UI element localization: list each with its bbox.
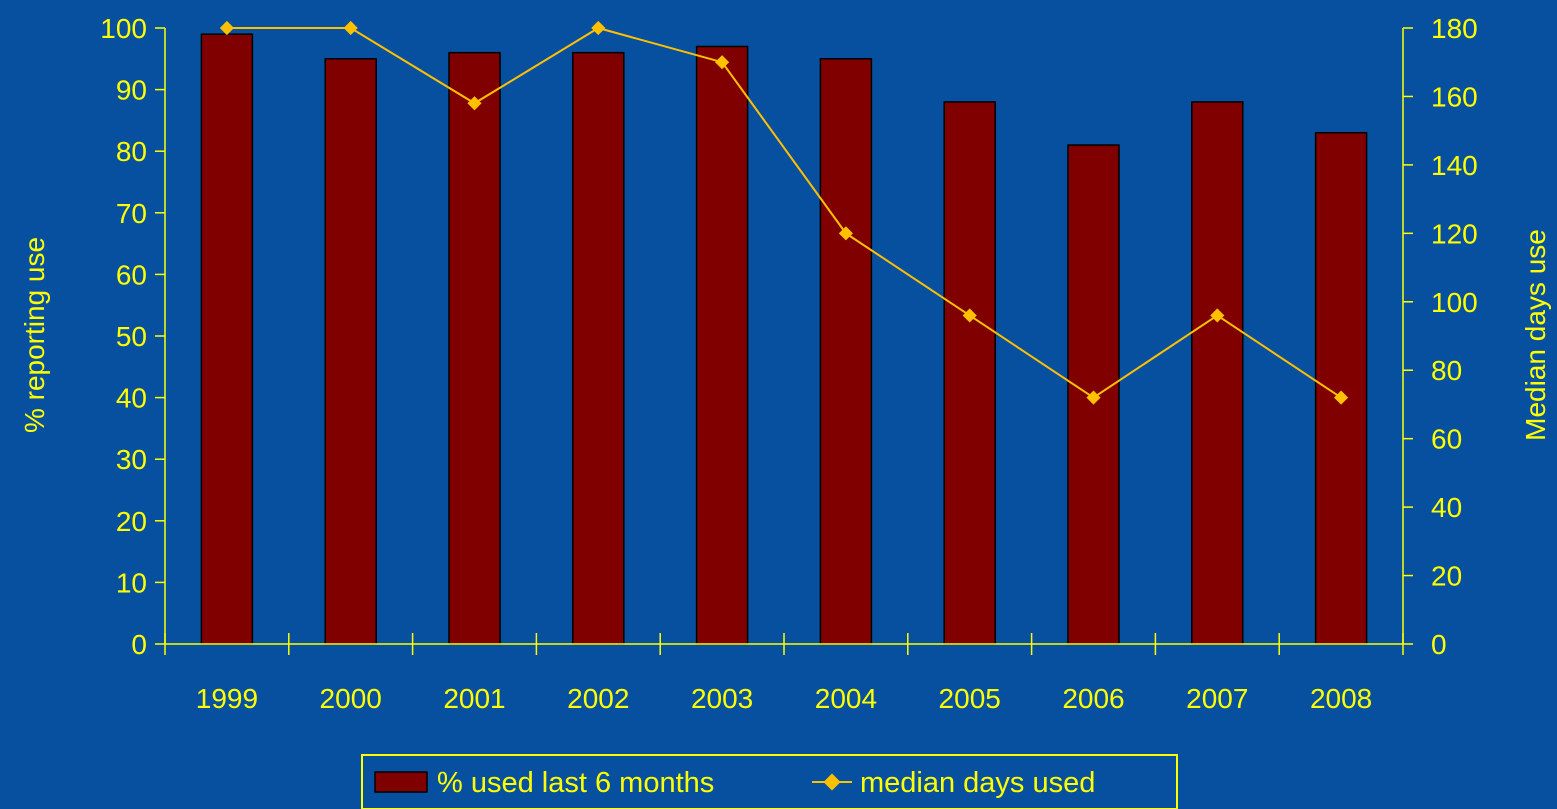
line-point-2004 xyxy=(838,226,853,241)
y2-tick-label: 60 xyxy=(1431,424,1462,455)
y2-tick-label: 180 xyxy=(1431,13,1478,44)
y2-tick-label: 40 xyxy=(1431,492,1462,523)
x-tick-label: 2001 xyxy=(443,683,505,714)
y2-tick-label: 120 xyxy=(1431,218,1478,249)
line-point-2007 xyxy=(1210,308,1225,323)
line-point-2001 xyxy=(467,96,482,111)
y-tick-label: 0 xyxy=(131,629,147,660)
y-tick-label: 70 xyxy=(116,198,147,229)
line-point-2006 xyxy=(1086,390,1101,405)
bar-2004 xyxy=(819,58,873,645)
bar-2005 xyxy=(943,101,996,645)
y2-tick-label: 80 xyxy=(1431,355,1462,386)
y-tick-label: 60 xyxy=(116,259,147,290)
line-point-1999 xyxy=(219,20,234,36)
line-median-days xyxy=(226,26,1342,399)
axes-group: 0 10 20 30 40 50 60 70 80 90 100 0 20 40 60 80 100 120 140… xyxy=(100,13,1477,714)
x-tick-label: 2007 xyxy=(1186,683,1248,714)
y-tick-label: 40 xyxy=(116,383,147,414)
bars-group xyxy=(200,33,1368,645)
y-tick-label: 90 xyxy=(116,75,147,106)
bar-2003 xyxy=(695,45,749,645)
y2-tick-label: 160 xyxy=(1431,81,1478,112)
y-tick-label: 100 xyxy=(100,13,147,44)
bar-2000 xyxy=(324,58,377,645)
legend: % used last 6 months median days used xyxy=(361,754,1178,809)
line-series-group xyxy=(219,20,1349,405)
y2-tick-label: 140 xyxy=(1431,150,1478,181)
x-tick-label: 2002 xyxy=(567,683,629,714)
x-tick-label: 2005 xyxy=(939,683,1001,714)
line-point-2005 xyxy=(962,308,977,323)
line-point-2000 xyxy=(343,20,358,36)
bar-2002 xyxy=(572,51,625,645)
y2-axis-label: Median days use xyxy=(1520,229,1551,441)
y-tick-label: 20 xyxy=(116,506,147,537)
y-tick-label: 50 xyxy=(116,321,147,352)
y2-tick-label: 20 xyxy=(1431,561,1462,592)
y-tick-label: 10 xyxy=(116,567,147,598)
y-tick-label: 30 xyxy=(116,444,147,475)
line-point-2003 xyxy=(715,55,730,70)
legend-bar-swatch xyxy=(374,771,428,793)
line-point-2002 xyxy=(591,20,606,36)
bar-2008 xyxy=(1314,131,1368,645)
y-axis-label: % reporting use xyxy=(19,237,50,433)
x-tick-label: 2006 xyxy=(1062,683,1124,714)
x-tick-label: 2008 xyxy=(1310,683,1372,714)
y-tick-label: 80 xyxy=(116,136,147,167)
line-point-2008 xyxy=(1334,390,1349,405)
legend-line-marker xyxy=(823,773,841,791)
x-tick-label: 2000 xyxy=(320,683,382,714)
legend-line-label: median days used xyxy=(860,767,1095,799)
x-tick-label: 1999 xyxy=(196,683,258,714)
x-tick-label: 2004 xyxy=(815,683,877,714)
x-tick-label: 2003 xyxy=(691,683,753,714)
y2-tick-label: 100 xyxy=(1431,287,1478,318)
bar-2001 xyxy=(448,51,501,645)
bar-1999 xyxy=(200,33,254,645)
legend-bar-label: % used last 6 months xyxy=(437,767,714,799)
bar-2007 xyxy=(1191,101,1244,645)
y2-tick-label: 0 xyxy=(1431,629,1447,660)
legend-box xyxy=(361,754,1178,809)
